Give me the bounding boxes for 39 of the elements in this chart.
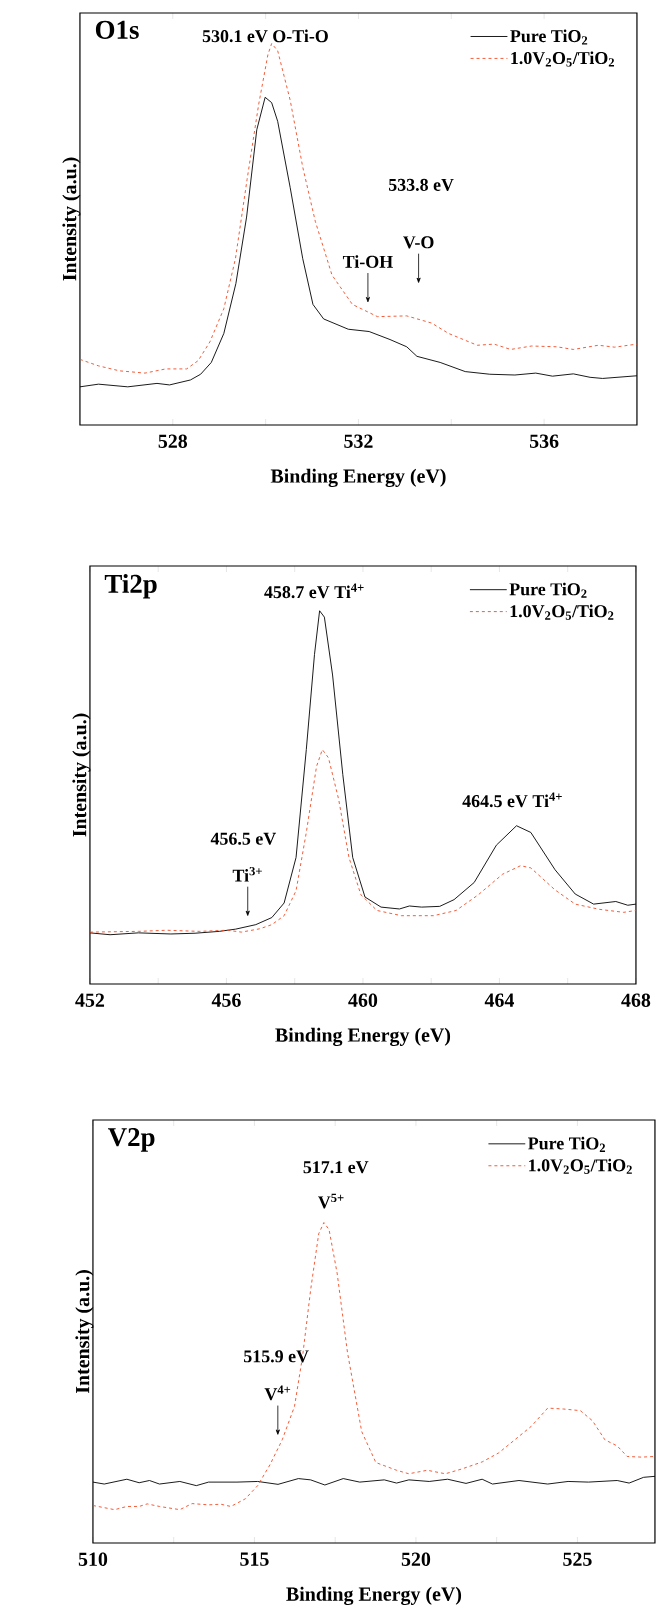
y-axis-title: Intensity (a.u.) xyxy=(75,1270,94,1394)
annotation: Ti-OH xyxy=(342,255,393,268)
x-tick-label: 525 xyxy=(563,1552,592,1566)
x-tick-label: 536 xyxy=(530,434,559,448)
legend-label: 1.0V$_{2}$O$_{5}$/TiO$_{2}$ xyxy=(510,604,614,620)
annotation: 515.9 eV xyxy=(244,1350,309,1363)
text: 530.1 eV O-Ti-O xyxy=(202,29,328,43)
x-axis-title: Binding Energy (eV) xyxy=(270,468,446,488)
x-tick-label: 532 xyxy=(344,434,373,448)
annotation: V$^{4+}$ xyxy=(264,1385,291,1401)
legend-label: 1.0V$_{2}$O$_{5}$/TiO$_{2}$ xyxy=(529,1158,632,1174)
chart-title: Ti2p xyxy=(104,573,157,599)
x-tick-label: 510 xyxy=(78,1552,108,1566)
annotation: Ti$^{3+}$ xyxy=(232,866,262,882)
x-tick-label: 520 xyxy=(401,1552,431,1566)
legend-label: Pure TiO$_{2}$ xyxy=(528,1136,606,1152)
x-tick-label: 464 xyxy=(484,993,515,1007)
x-tick-label: 452 xyxy=(75,993,105,1007)
x-axis-title: Binding Energy (eV) xyxy=(286,1586,462,1606)
x-tick-label: 468 xyxy=(621,993,651,1007)
x-tick-label: 456 xyxy=(211,993,241,1007)
legend-label: 1.0V$_{2}$O$_{5}$/TiO$_{2}$ xyxy=(511,51,615,67)
annotation: V-O xyxy=(403,236,434,249)
annotation: 464.5 eV Ti$^{4+}$ xyxy=(462,792,562,808)
y-axis-title: Intensity (a.u.) xyxy=(72,713,91,837)
legend-label: Pure TiO$_{2}$ xyxy=(510,29,588,45)
chart-title: O1s xyxy=(95,20,139,39)
text: V$^{5+}$ xyxy=(318,1193,344,1209)
text: 458.7 eV Ti$^{4+}$ xyxy=(264,583,364,599)
x-tick-label: 528 xyxy=(158,434,188,448)
y-axis-title: Intensity (a.u.) xyxy=(62,157,81,281)
x-tick-label: 460 xyxy=(348,993,378,1007)
x-axis-title: Binding Energy (eV) xyxy=(275,1027,451,1047)
annotation: 533.8 eV xyxy=(388,178,454,191)
legend-label: Pure TiO$_{2}$ xyxy=(509,582,587,598)
annotation: 456.5 eV xyxy=(210,832,277,845)
text: 517.1 eV xyxy=(303,1161,369,1174)
chart-title: V2p xyxy=(108,1128,155,1152)
x-tick-label: 515 xyxy=(240,1552,269,1566)
